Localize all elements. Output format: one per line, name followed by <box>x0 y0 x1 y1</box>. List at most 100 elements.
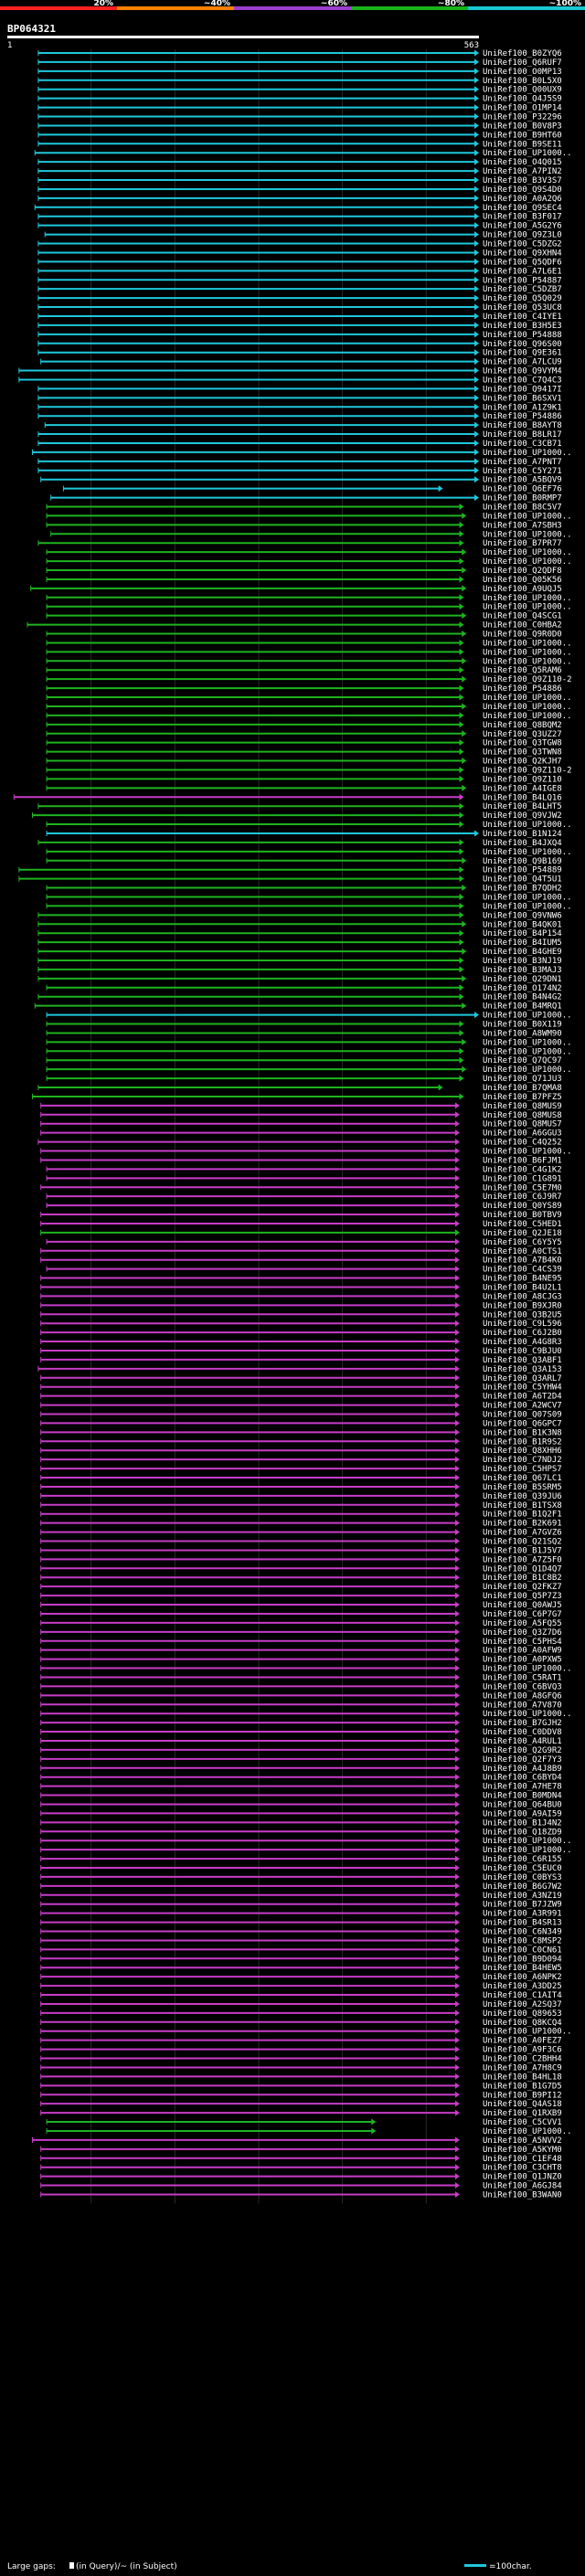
hit-label[interactable]: UniRef100_Q5RAM6 <box>483 666 562 675</box>
hit-row[interactable]: UniRef100_B8AYT8 <box>44 421 562 430</box>
hit-row[interactable]: UniRef100_Q9VYM4 <box>18 367 562 376</box>
hit-label[interactable]: UniRef100_Q18ZD9 <box>483 1828 562 1837</box>
hit-row[interactable]: UniRef100_B6G7W2 <box>40 1882 562 1892</box>
hit-label[interactable]: UniRef100_Q1JNZ0 <box>483 2173 562 2182</box>
hit-label[interactable]: UniRef100_Q3TWN8 <box>483 748 562 758</box>
hit-row[interactable]: UniRef100_A0PXW5 <box>40 1656 562 1665</box>
hit-row[interactable]: UniRef100_UP1000.. <box>46 848 572 857</box>
hit-label[interactable]: UniRef100_C6Y5Y5 <box>483 1238 562 1247</box>
hit-row[interactable]: UniRef100_B5SRM5 <box>40 1483 562 1492</box>
hit-row[interactable]: UniRef100_UP1000.. <box>46 821 572 830</box>
hit-label[interactable]: UniRef100_A2SQ37 <box>483 2000 562 2009</box>
hit-label[interactable]: UniRef100_Q9Z110-2 <box>483 766 572 775</box>
hit-label[interactable]: UniRef100_Q7QC97 <box>483 1056 562 1065</box>
hit-label[interactable]: UniRef100_Q9SEC4 <box>483 204 562 213</box>
hit-label[interactable]: UniRef100_C8MSP2 <box>483 1936 562 1945</box>
hit-row[interactable]: UniRef100_P54888 <box>37 331 562 340</box>
hit-row[interactable]: UniRef100_Q53UC8 <box>37 303 562 313</box>
hit-row[interactable]: UniRef100_C0HBA2 <box>27 621 562 631</box>
hit-row[interactable]: UniRef100_B4MRQ1 <box>34 1002 562 1012</box>
hit-row[interactable]: UniRef100_Q64BU0 <box>40 1800 562 1809</box>
hit-label[interactable]: UniRef100_UP1000.. <box>483 1846 572 1855</box>
hit-label[interactable]: UniRef100_A7PNT7 <box>483 458 562 467</box>
hit-row[interactable]: UniRef100_C8MSP2 <box>40 1936 562 1945</box>
hit-label[interactable]: UniRef100_UP1000.. <box>483 1710 572 1719</box>
hit-label[interactable]: UniRef100_B1N124 <box>483 830 562 839</box>
hit-label[interactable]: UniRef100_C4Q252 <box>483 1139 562 1148</box>
hit-label[interactable]: UniRef100_Q29DN1 <box>483 975 562 984</box>
hit-row[interactable]: UniRef100_Q0AWJ5 <box>40 1601 562 1610</box>
hit-row[interactable]: UniRef100_A2SQ37 <box>40 2000 562 2009</box>
hit-row[interactable]: UniRef100_B1K3N8 <box>40 1428 562 1437</box>
hit-label[interactable]: UniRef100_Q8XHH6 <box>483 1447 562 1456</box>
hit-row[interactable]: UniRef100_Q71JU3 <box>46 1075 562 1084</box>
hit-label[interactable]: UniRef100_A0PXW5 <box>483 1656 562 1665</box>
hit-label[interactable]: UniRef100_A7GVZ6 <box>483 1529 562 1538</box>
hit-label[interactable]: UniRef100_UP1000.. <box>483 1012 572 1021</box>
hit-row[interactable]: UniRef100_UP1000.. <box>46 712 572 721</box>
hit-row[interactable]: UniRef100_A7V870 <box>40 1701 562 1710</box>
hit-label[interactable]: UniRef100_Q9Z110-2 <box>483 675 572 684</box>
hit-label[interactable]: UniRef100_C0HBA2 <box>483 621 562 631</box>
hit-label[interactable]: UniRef100_C4CS39 <box>483 1266 562 1275</box>
hit-label[interactable]: UniRef100_Q9VNW6 <box>483 911 562 920</box>
hit-label[interactable]: UniRef100_B0X119 <box>483 1021 562 1030</box>
hit-row[interactable]: UniRef100_Q7QC97 <box>46 1056 562 1065</box>
hit-label[interactable]: UniRef100_B4U2L1 <box>483 1283 562 1292</box>
hit-row[interactable]: UniRef100_B4P154 <box>37 929 562 938</box>
hit-label[interactable]: UniRef100_Q3B2U5 <box>483 1310 562 1320</box>
hit-label[interactable]: UniRef100_Q8KCQ4 <box>483 2019 562 2028</box>
hit-row[interactable]: UniRef100_B4NE95 <box>40 1275 562 1284</box>
hit-row[interactable]: UniRef100_Q3ARL7 <box>40 1374 562 1383</box>
hit-row[interactable]: UniRef100_B8C5V7 <box>46 504 562 513</box>
hit-label[interactable]: UniRef100_UP1000.. <box>483 603 572 612</box>
hit-row[interactable]: UniRef100_Q8MUS8 <box>40 1111 562 1120</box>
hit-label[interactable]: UniRef100_Q3ABF1 <box>483 1356 562 1365</box>
hit-label[interactable]: UniRef100_UP1000.. <box>483 548 572 557</box>
hit-label[interactable]: UniRef100_UP1000.. <box>483 594 572 603</box>
hit-label[interactable]: UniRef100_UP1000.. <box>483 449 572 458</box>
hit-label[interactable]: UniRef100_Q3Z7D6 <box>483 1628 562 1638</box>
hit-label[interactable]: UniRef100_B1J4N2 <box>483 1818 562 1828</box>
hit-row[interactable]: UniRef100_P54886 <box>46 684 562 694</box>
hit-row[interactable]: UniRef100_B1C8B2 <box>40 1574 562 1583</box>
hit-row[interactable]: UniRef100_A3NZ19 <box>40 1892 562 1901</box>
hit-label[interactable]: UniRef100_C4G1K2 <box>483 1165 562 1174</box>
hit-label[interactable]: UniRef100_B4MRQ1 <box>483 1002 562 1012</box>
hit-label[interactable]: UniRef100_B4JXQ4 <box>483 839 562 848</box>
hit-row[interactable]: UniRef100_B4U2L1 <box>40 1283 562 1292</box>
hit-label[interactable]: UniRef100_B4N4G2 <box>483 993 562 1002</box>
hit-row[interactable]: UniRef100_Q1RXB9 <box>40 2109 562 2118</box>
hit-label[interactable]: UniRef100_A5FQ55 <box>483 1619 562 1628</box>
hit-label[interactable]: UniRef100_B7QMA8 <box>483 1084 562 1093</box>
hit-label[interactable]: UniRef100_Q6GPC7 <box>483 1419 562 1428</box>
hit-label[interactable]: UniRef100_A7H8C9 <box>483 2063 562 2072</box>
hit-label[interactable]: UniRef100_B4P154 <box>483 929 562 938</box>
hit-label[interactable]: UniRef100_Q89653 <box>483 2009 562 2019</box>
hit-row[interactable]: UniRef100_C5CVV1 <box>46 2118 562 2127</box>
hit-row[interactable]: UniRef100_C9L596 <box>40 1320 562 1329</box>
hit-label[interactable]: UniRef100_A7HE78 <box>483 1783 562 1792</box>
hit-row[interactable]: UniRef100_Q4T5U1 <box>18 875 562 885</box>
hit-label[interactable]: UniRef100_UP1000.. <box>483 821 572 830</box>
hit-row[interactable]: UniRef100_Q9R0D0 <box>46 631 562 640</box>
hit-label[interactable]: UniRef100_Q3A153 <box>483 1365 562 1374</box>
hit-label[interactable]: UniRef100_O4Q015 <box>483 158 562 167</box>
hit-row[interactable]: UniRef100_A4J8B9 <box>40 1765 562 1774</box>
hit-row[interactable]: UniRef100_Q9E361 <box>37 349 562 358</box>
hit-row[interactable]: UniRef100_A7PIN2 <box>37 167 562 176</box>
hit-row[interactable]: UniRef100_Q39JU6 <box>40 1492 562 1501</box>
hit-row[interactable]: UniRef100_UP1000.. <box>46 694 572 703</box>
hit-label[interactable]: UniRef100_A7LCU9 <box>483 358 562 367</box>
hit-row[interactable]: UniRef100_A3R991 <box>40 1910 562 1919</box>
hit-row[interactable]: UniRef100_UP1000.. <box>46 548 572 557</box>
hit-row[interactable]: UniRef100_C5EUC0 <box>40 1864 562 1873</box>
hit-row[interactable]: UniRef100_Q4J5S9 <box>37 95 562 104</box>
hit-label[interactable]: UniRef100_Q9XHN4 <box>483 249 562 258</box>
hit-row[interactable]: UniRef100_P54887 <box>37 276 562 285</box>
hit-row[interactable]: UniRef100_UP1000.. <box>46 2127 572 2136</box>
hit-label[interactable]: UniRef100_A8GFQ6 <box>483 1691 562 1701</box>
hit-label[interactable]: UniRef100_B1Q2F1 <box>483 1511 562 1520</box>
hit-row[interactable]: UniRef100_B6FJM1 <box>40 1156 562 1165</box>
hit-row[interactable]: UniRef100_UP1000.. <box>46 1047 572 1056</box>
